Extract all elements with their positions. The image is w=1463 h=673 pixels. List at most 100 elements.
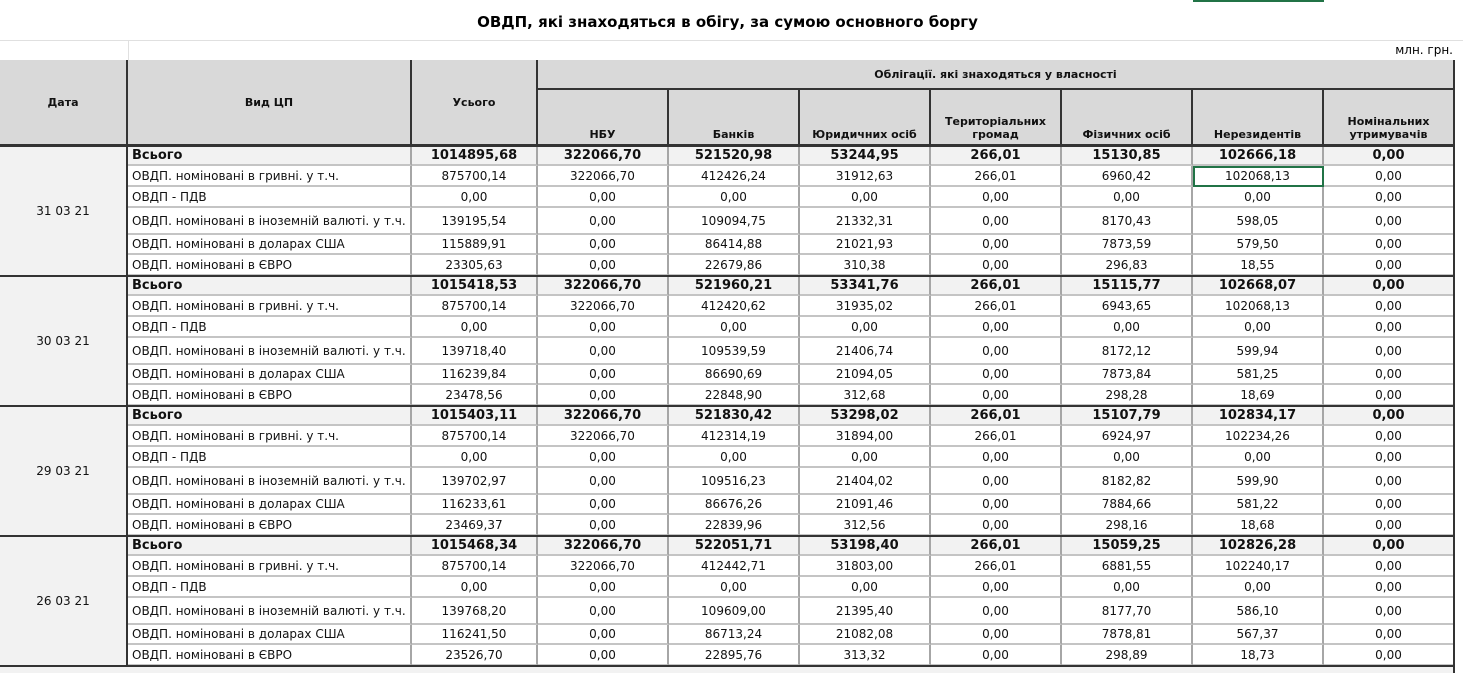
row-label[interactable]: ОВДП. номіновані в гривні. у т.ч. [128, 296, 412, 317]
value-cell[interactable]: 0,00 [538, 468, 669, 495]
value-cell[interactable]: 266,01 [931, 166, 1062, 187]
value-cell[interactable]: 0,00 [931, 645, 1062, 666]
value-cell[interactable]: 21094,05 [800, 365, 931, 385]
value-cell[interactable]: 116241,50 [412, 625, 538, 645]
value-cell[interactable]: 0,00 [538, 645, 669, 666]
value-cell[interactable]: 0,00 [931, 208, 1062, 235]
value-cell[interactable]: 0,00 [931, 447, 1062, 468]
value-cell[interactable]: 875700,14 [412, 296, 538, 317]
value-cell[interactable]: 0,00 [800, 187, 931, 208]
row-label[interactable]: Всього [128, 276, 412, 296]
value-cell[interactable]: 322066,70 [538, 146, 669, 166]
row-label[interactable]: ОВДП. номіновані в доларах США [128, 495, 412, 515]
value-cell[interactable]: 598,05 [1193, 208, 1324, 235]
value-cell[interactable]: 22839,96 [669, 515, 800, 536]
value-cell[interactable]: 0,00 [538, 577, 669, 598]
value-cell[interactable]: 296,83 [1062, 255, 1193, 276]
value-cell[interactable]: 322066,70 [538, 276, 669, 296]
value-cell[interactable]: 875700,14 [412, 426, 538, 447]
value-cell[interactable]: 298,16 [1062, 515, 1193, 536]
value-cell[interactable]: 0,00 [538, 255, 669, 276]
value-cell[interactable]: 0,00 [1324, 146, 1455, 166]
row-label[interactable]: ОВДП. номіновані в іноземній валюті. у т… [128, 598, 412, 625]
value-cell[interactable]: 266,01 [931, 276, 1062, 296]
value-cell[interactable]: 0,00 [931, 515, 1062, 536]
value-cell[interactable]: 0,00 [538, 338, 669, 365]
row-label[interactable]: ОВДП. номіновані в іноземній валюті. у т… [128, 338, 412, 365]
value-cell[interactable]: 102668,07 [1193, 276, 1324, 296]
value-cell[interactable]: 21395,40 [800, 598, 931, 625]
value-cell[interactable]: 298,28 [1062, 385, 1193, 406]
value-cell[interactable]: 1015468,34 [412, 536, 538, 556]
value-cell[interactable]: 0,00 [931, 385, 1062, 406]
value-cell[interactable]: 102068,13 [1193, 166, 1324, 187]
value-cell[interactable]: 15130,85 [1062, 146, 1193, 166]
value-cell[interactable]: 1014895,68 [412, 146, 538, 166]
value-cell[interactable]: 21406,74 [800, 338, 931, 365]
value-cell[interactable]: 0,00 [931, 365, 1062, 385]
row-label[interactable]: ОВДП. номіновані в доларах США [128, 365, 412, 385]
value-cell[interactable]: 0,00 [1324, 468, 1455, 495]
value-cell[interactable]: 0,00 [931, 625, 1062, 645]
value-cell[interactable]: 31894,00 [800, 426, 931, 447]
value-cell[interactable]: 139718,40 [412, 338, 538, 365]
value-cell[interactable]: 266,01 [931, 556, 1062, 577]
value-cell[interactable]: 0,00 [538, 495, 669, 515]
value-cell[interactable]: 0,00 [669, 577, 800, 598]
value-cell[interactable]: 0,00 [1324, 645, 1455, 666]
value-cell[interactable]: 109609,00 [669, 598, 800, 625]
value-cell[interactable]: 18,68 [1193, 515, 1324, 536]
value-cell[interactable]: 7873,84 [1062, 365, 1193, 385]
value-cell[interactable]: 322066,70 [538, 406, 669, 426]
value-cell[interactable]: 53244,95 [800, 146, 931, 166]
value-cell[interactable]: 22848,90 [669, 385, 800, 406]
value-cell[interactable]: 23305,63 [412, 255, 538, 276]
value-cell[interactable]: 0,00 [931, 187, 1062, 208]
value-cell[interactable]: 0,00 [538, 365, 669, 385]
value-cell[interactable]: 0,00 [1324, 577, 1455, 598]
value-cell[interactable]: 0,00 [538, 208, 669, 235]
value-cell[interactable]: 21091,46 [800, 495, 931, 515]
value-cell[interactable]: 266,01 [931, 406, 1062, 426]
value-cell[interactable]: 18,69 [1193, 385, 1324, 406]
value-cell[interactable]: 7884,66 [1062, 495, 1193, 515]
value-cell[interactable]: 875700,14 [412, 556, 538, 577]
value-cell[interactable]: 0,00 [538, 317, 669, 338]
value-cell[interactable]: 412426,24 [669, 166, 800, 187]
value-cell[interactable]: 23526,70 [412, 645, 538, 666]
row-label[interactable]: ОВДП. номіновані в ЄВРО [128, 385, 412, 406]
value-cell[interactable]: 6924,97 [1062, 426, 1193, 447]
value-cell[interactable]: 599,94 [1193, 338, 1324, 365]
value-cell[interactable]: 313,32 [800, 645, 931, 666]
value-cell[interactable]: 0,00 [800, 577, 931, 598]
row-label[interactable]: Всього [128, 406, 412, 426]
value-cell[interactable]: 0,00 [538, 235, 669, 255]
value-cell[interactable]: 0,00 [538, 385, 669, 406]
row-label[interactable]: ОВДП. номіновані в ЄВРО [128, 645, 412, 666]
value-cell[interactable]: 310,38 [800, 255, 931, 276]
value-cell[interactable]: 322066,70 [538, 166, 669, 187]
value-cell[interactable]: 15115,77 [1062, 276, 1193, 296]
value-cell[interactable]: 102234,26 [1193, 426, 1324, 447]
row-label[interactable]: ОВДП. номіновані в гривні. у т.ч. [128, 426, 412, 447]
row-label[interactable]: ОВДП - ПДВ [128, 577, 412, 598]
value-cell[interactable]: 0,00 [412, 577, 538, 598]
value-cell[interactable]: 266,01 [931, 146, 1062, 166]
value-cell[interactable]: 21021,93 [800, 235, 931, 255]
value-cell[interactable]: 8172,12 [1062, 338, 1193, 365]
value-cell[interactable]: 22895,76 [669, 645, 800, 666]
value-cell[interactable]: 0,00 [1193, 577, 1324, 598]
value-cell[interactable]: 53341,76 [800, 276, 931, 296]
value-cell[interactable]: 139768,20 [412, 598, 538, 625]
value-cell[interactable]: 0,00 [412, 187, 538, 208]
row-label[interactable]: ОВДП. номіновані в гривні. у т.ч. [128, 556, 412, 577]
value-cell[interactable]: 116239,84 [412, 365, 538, 385]
value-cell[interactable]: 139702,97 [412, 468, 538, 495]
value-cell[interactable]: 0,00 [538, 447, 669, 468]
value-cell[interactable]: 522051,71 [669, 536, 800, 556]
value-cell[interactable]: 18,73 [1193, 645, 1324, 666]
value-cell[interactable]: 0,00 [669, 317, 800, 338]
value-cell[interactable]: 0,00 [800, 447, 931, 468]
row-label[interactable]: ОВДП. номіновані в ЄВРО [128, 515, 412, 536]
row-label[interactable]: ОВДП. номіновані в доларах США [128, 625, 412, 645]
